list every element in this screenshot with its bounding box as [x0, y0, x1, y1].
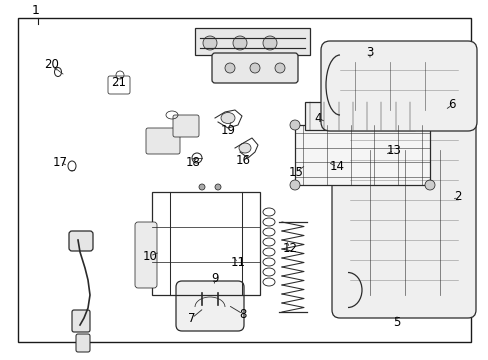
Text: 17: 17: [52, 156, 67, 168]
FancyBboxPatch shape: [176, 281, 244, 331]
FancyBboxPatch shape: [72, 310, 90, 332]
FancyBboxPatch shape: [135, 222, 157, 288]
FancyBboxPatch shape: [173, 115, 199, 137]
Text: 1: 1: [32, 4, 40, 17]
Circle shape: [199, 184, 204, 190]
Text: 15: 15: [288, 166, 303, 179]
FancyBboxPatch shape: [331, 112, 475, 318]
FancyBboxPatch shape: [69, 231, 93, 251]
Text: 8: 8: [239, 307, 246, 320]
Text: 2: 2: [453, 190, 461, 203]
Text: 11: 11: [230, 256, 245, 270]
Text: 12: 12: [282, 242, 297, 255]
Text: 14: 14: [329, 161, 344, 174]
Text: 20: 20: [44, 58, 60, 72]
Circle shape: [263, 36, 276, 50]
Circle shape: [289, 180, 299, 190]
Text: 16: 16: [235, 154, 250, 167]
Circle shape: [424, 120, 434, 130]
Bar: [195, 28, 309, 55]
FancyBboxPatch shape: [146, 128, 180, 154]
Circle shape: [289, 120, 299, 130]
Circle shape: [232, 36, 246, 50]
Bar: [294, 125, 429, 185]
Ellipse shape: [239, 143, 250, 153]
Text: 10: 10: [142, 249, 157, 262]
Ellipse shape: [221, 112, 235, 123]
Bar: [152, 192, 260, 295]
Circle shape: [274, 63, 285, 73]
FancyBboxPatch shape: [320, 41, 476, 131]
Text: 7: 7: [188, 311, 195, 324]
Text: 5: 5: [392, 315, 400, 328]
Text: 4: 4: [314, 112, 321, 125]
Text: 9: 9: [211, 271, 218, 284]
Circle shape: [249, 63, 260, 73]
Bar: [305, 102, 414, 130]
Circle shape: [203, 36, 217, 50]
Text: 13: 13: [386, 144, 401, 157]
Text: 6: 6: [447, 99, 455, 112]
FancyBboxPatch shape: [328, 132, 354, 183]
Circle shape: [215, 184, 221, 190]
FancyBboxPatch shape: [212, 53, 297, 83]
Text: 19: 19: [220, 123, 235, 136]
Circle shape: [224, 63, 235, 73]
Text: 21: 21: [111, 76, 126, 89]
FancyBboxPatch shape: [76, 334, 90, 352]
Circle shape: [424, 180, 434, 190]
Text: 18: 18: [185, 156, 200, 168]
Text: 3: 3: [366, 45, 373, 58]
